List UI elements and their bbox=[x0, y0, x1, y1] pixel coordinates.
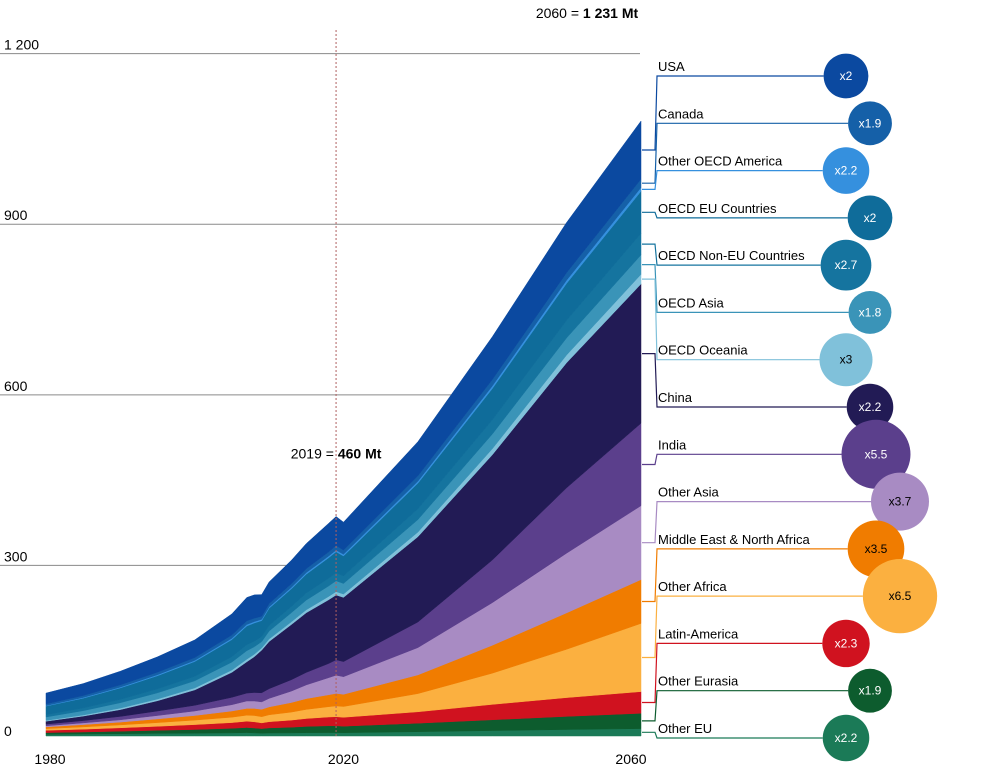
area-usa bbox=[45, 120, 642, 705]
multiplier-label-usa: x2 bbox=[840, 69, 853, 83]
leader-line-canada bbox=[642, 122, 849, 184]
multiplier-bubble-other-oecd-america bbox=[822, 147, 870, 194]
multiplier-bubble-oecd-oceania bbox=[819, 333, 873, 387]
leader-line-latin-america bbox=[642, 642, 823, 704]
leader-line-middle-east-north-africa bbox=[642, 548, 848, 603]
leader-line-usa bbox=[642, 75, 824, 151]
legend-label-oecd-oceania: OECD Oceania bbox=[658, 343, 748, 358]
multiplier-label-other-asia: x3.7 bbox=[889, 495, 912, 509]
multiplier-label-oecd-eu-countries: x2 bbox=[864, 211, 877, 225]
multiplier-bubble-other-africa bbox=[862, 558, 938, 634]
annotation-layer: 2019 = 460 Mt 2060 = 1 231 Mt bbox=[291, 5, 639, 736]
leader-line-other-africa bbox=[642, 595, 863, 659]
legend-label-canada: Canada bbox=[658, 106, 704, 121]
leader-line-other-eu bbox=[642, 731, 823, 739]
leader-line-other-eurasia bbox=[642, 690, 849, 722]
annotation-2060-total: 2060 = 1 231 Mt bbox=[536, 5, 639, 21]
multiplier-label-oecd-asia: x1.8 bbox=[859, 305, 882, 319]
multiplier-bubble-oecd-non-eu-countries bbox=[820, 239, 872, 291]
multiplier-label-other-eu: x2.2 bbox=[835, 731, 858, 745]
leader-line-oecd-eu-countries bbox=[642, 211, 848, 219]
y-tick-label: 600 bbox=[4, 378, 28, 394]
legend-label-other-eurasia: Other Eurasia bbox=[658, 674, 739, 689]
legend-label-latin-america: Latin-America bbox=[658, 626, 739, 641]
axis-layer: 0 300 600 900 1 200 1980 2020 2060 bbox=[4, 37, 647, 767]
multiplier-label-latin-america: x2.3 bbox=[835, 636, 858, 650]
multiplier-bubble-usa bbox=[823, 53, 869, 99]
multiplier-label-middle-east-north-africa: x3.5 bbox=[865, 542, 888, 556]
multiplier-label-other-oecd-america: x2.2 bbox=[835, 164, 858, 178]
multiplier-label-other-africa: x6.5 bbox=[889, 589, 912, 603]
legend-label-other-oecd-america: Other OECD America bbox=[658, 154, 783, 169]
multiplier-label-china: x2.2 bbox=[859, 400, 882, 414]
multiplier-bubble-other-asia bbox=[870, 472, 930, 531]
multiplier-bubble-canada bbox=[848, 101, 892, 146]
legend-label-other-eu: Other EU bbox=[658, 721, 712, 736]
area-layer bbox=[45, 120, 642, 737]
leader-line-india bbox=[642, 453, 842, 466]
multiplier-bubble-china bbox=[846, 383, 894, 431]
legend-label-other-africa: Other Africa bbox=[658, 579, 727, 594]
legend-labels: USA Canada Other OECD America OECD EU Count… bbox=[642, 59, 871, 739]
x-tick-label: 1980 bbox=[34, 751, 65, 767]
legend-label-china: China bbox=[658, 390, 693, 405]
multiplier-bubble-other-eurasia bbox=[848, 668, 892, 713]
multiplier-bubble-india bbox=[841, 419, 911, 489]
leader-line-china bbox=[642, 353, 847, 408]
legend-label-india: India bbox=[658, 437, 687, 452]
leader-line-oecd-asia bbox=[642, 264, 849, 313]
multiplier-bubble-other-eu bbox=[822, 714, 870, 762]
legend-label-usa: USA bbox=[658, 59, 685, 74]
multiplier-bubble-oecd-eu-countries bbox=[847, 195, 893, 241]
y-tick-label: 1 200 bbox=[4, 37, 39, 53]
legend-label-oecd-asia: OECD Asia bbox=[658, 295, 725, 310]
y-tick-label: 0 bbox=[4, 723, 12, 739]
annotation-2019-total: 2019 = 460 Mt bbox=[291, 446, 382, 462]
legend-label-other-asia: Other Asia bbox=[658, 485, 719, 500]
multiplier-label-india: x5.5 bbox=[865, 447, 888, 461]
multiplier-label-other-eurasia: x1.9 bbox=[859, 684, 882, 698]
multiplier-bubble-latin-america bbox=[822, 619, 870, 668]
leader-line-oecd-non-eu-countries bbox=[642, 243, 821, 266]
multiplier-label-oecd-non-eu-countries: x2.7 bbox=[835, 258, 858, 272]
legend-label-oecd-non-eu-countries: OECD Non-EU Countries bbox=[658, 248, 805, 263]
y-tick-label: 300 bbox=[4, 548, 28, 564]
legend-label-middle-east-north-africa: Middle East & North Africa bbox=[658, 532, 810, 547]
leader-line-oecd-oceania bbox=[642, 278, 820, 361]
multiplier-label-canada: x1.9 bbox=[859, 116, 882, 130]
leader-line-other-oecd-america bbox=[642, 170, 823, 190]
y-tick-label: 900 bbox=[4, 207, 28, 223]
x-tick-label: 2060 bbox=[615, 751, 646, 767]
multiplier-bubbles: x2 x1.9 x2.2 x2 x2.7 x1.8 x3 x2.2 x5.5 x3.7 x3.5 x6… bbox=[819, 53, 938, 762]
legend-label-oecd-eu-countries: OECD EU Countries bbox=[658, 201, 777, 216]
leader-line-other-asia bbox=[642, 501, 871, 544]
x-tick-label: 2020 bbox=[328, 751, 359, 767]
multiplier-bubble-oecd-asia bbox=[848, 290, 892, 334]
multiplier-label-oecd-oceania: x3 bbox=[840, 353, 853, 367]
